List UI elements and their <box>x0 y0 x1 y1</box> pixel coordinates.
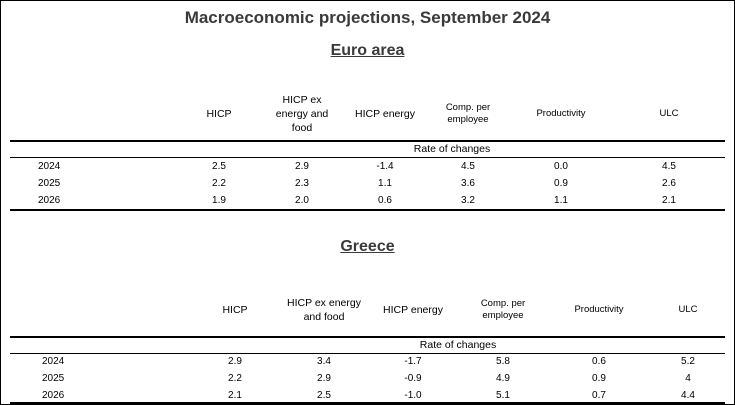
column-header: HICP energy <box>383 304 443 316</box>
table-cell: 2.5 <box>212 161 226 172</box>
column-header: HICP ex energy and food <box>287 296 361 324</box>
table-cell: 4.9 <box>496 373 510 384</box>
table-cell: 2.1 <box>662 195 676 206</box>
table-cell: 3.4 <box>317 356 331 367</box>
table-cell: 5.2 <box>681 356 695 367</box>
header-line: Comp. per <box>445 102 491 113</box>
table-rule <box>10 402 725 404</box>
table-rule <box>10 157 725 158</box>
column-header: Comp. per employee <box>446 102 490 126</box>
header-line: HICP ex energy <box>287 297 361 309</box>
column-header: ULC <box>678 304 698 315</box>
table-rule <box>10 353 725 354</box>
table-cell: 2.3 <box>295 178 309 189</box>
table-cell: 2.9 <box>228 356 242 367</box>
table-rule <box>10 209 725 211</box>
table-cell: 2.2 <box>212 178 226 189</box>
header-line: employee <box>447 114 489 125</box>
table-cell: 0.9 <box>554 178 568 189</box>
table-cell: 0.6 <box>378 195 392 206</box>
table-cell: 0.7 <box>592 390 606 401</box>
row-year: 2024 <box>42 356 65 367</box>
row-year: 2026 <box>38 195 61 206</box>
header-line: energy and <box>275 108 329 120</box>
table-cell: 4.4 <box>681 390 695 401</box>
header-line: Comp. per <box>480 298 526 309</box>
column-header: HICP <box>222 304 248 316</box>
table-cell: 1.9 <box>212 195 226 206</box>
table-cell: 2.5 <box>317 390 331 401</box>
row-year: 2025 <box>42 373 65 384</box>
page-title: Macroeconomic projections, September 202… <box>184 8 551 27</box>
row-year: 2025 <box>38 178 61 189</box>
header-line: and food <box>303 311 345 323</box>
column-header: HICP ex energy and food <box>276 93 329 135</box>
table-cell: -1.4 <box>376 161 394 172</box>
rate-label: Rate of changes <box>413 143 491 155</box>
header-line: HICP ex <box>282 94 322 106</box>
table-cell: 0.0 <box>554 161 568 172</box>
table-rule <box>10 336 725 338</box>
table-cell: 0.6 <box>592 356 606 367</box>
column-header: Comp. per employee <box>481 298 525 322</box>
table-cell: 4.5 <box>461 161 475 172</box>
row-year: 2024 <box>38 161 61 172</box>
table-cell: 3.6 <box>461 178 475 189</box>
table-rule <box>10 140 725 142</box>
column-header: Productivity <box>574 304 624 315</box>
row-year: 2026 <box>42 390 65 401</box>
table-cell: -0.9 <box>404 373 422 384</box>
column-header: ULC <box>659 108 679 119</box>
table-cell: 1.1 <box>554 195 568 206</box>
table-cell: 2.0 <box>295 195 309 206</box>
rate-label: Rate of changes <box>419 339 497 351</box>
table-cell: 2.6 <box>662 178 676 189</box>
header-line: employee <box>482 310 524 321</box>
table-cell: -1.0 <box>404 390 422 401</box>
table-cell: 4.5 <box>662 161 676 172</box>
section-title: Greece <box>340 238 395 255</box>
section-title: Euro area <box>330 42 405 59</box>
table-cell: 0.9 <box>592 373 606 384</box>
table-cell: 4 <box>685 373 691 384</box>
table-cell: 2.2 <box>228 373 242 384</box>
table-cell: 3.2 <box>461 195 475 206</box>
column-header: HICP <box>206 108 232 120</box>
table-cell: 5.8 <box>496 356 510 367</box>
table-cell: 2.1 <box>228 390 242 401</box>
column-header: HICP energy <box>355 108 415 120</box>
table-cell: 5.1 <box>496 390 510 401</box>
table-cell: -1.7 <box>404 356 422 367</box>
header-line: food <box>291 122 313 134</box>
table-cell: 2.9 <box>295 161 309 172</box>
column-header: Productivity <box>536 108 586 119</box>
table-cell: 1.1 <box>378 178 392 189</box>
table-cell: 2.9 <box>317 373 331 384</box>
